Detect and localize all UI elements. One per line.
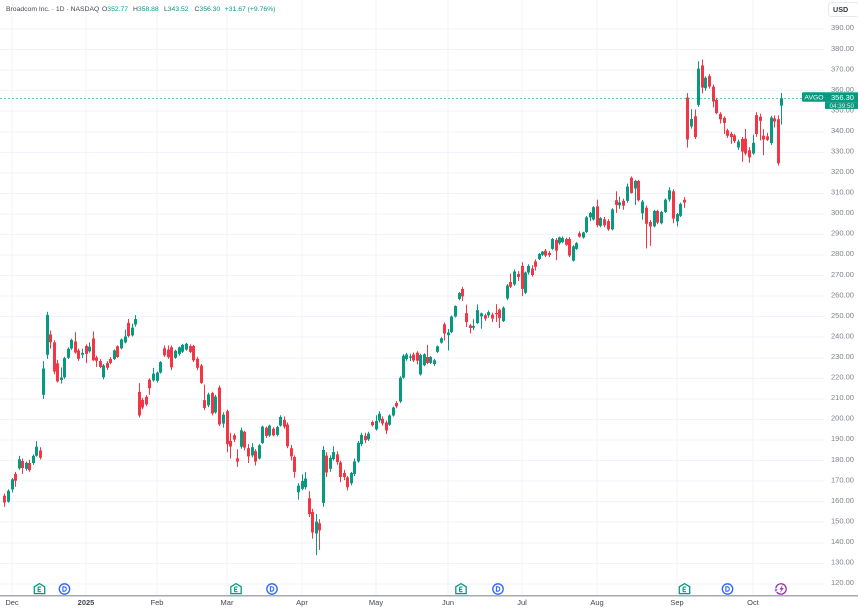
- svg-text:280.00: 280.00: [831, 249, 854, 258]
- svg-text:230.00: 230.00: [831, 352, 854, 361]
- svg-text:Jul: Jul: [517, 598, 527, 607]
- svg-text:Dec: Dec: [5, 598, 19, 607]
- svg-text:USD: USD: [833, 5, 848, 14]
- svg-text:210.00: 210.00: [831, 393, 854, 402]
- svg-text:Apr: Apr: [296, 598, 308, 607]
- svg-text:180.00: 180.00: [831, 455, 854, 464]
- svg-text:300.00: 300.00: [831, 208, 854, 217]
- svg-text:Oct: Oct: [747, 598, 760, 607]
- svg-text:270.00: 270.00: [831, 270, 854, 279]
- svg-text:330.00: 330.00: [831, 147, 854, 156]
- svg-text:May: May: [369, 598, 383, 607]
- svg-text:Feb: Feb: [151, 598, 164, 607]
- svg-text:260.00: 260.00: [831, 290, 854, 299]
- svg-text:170.00: 170.00: [831, 475, 854, 484]
- svg-text:220.00: 220.00: [831, 373, 854, 382]
- svg-text:310.00: 310.00: [831, 188, 854, 197]
- svg-text:250.00: 250.00: [831, 311, 854, 320]
- svg-text:Broadcom Inc. · 1D · NASDAQ: Broadcom Inc. · 1D · NASDAQ: [6, 6, 99, 13]
- svg-text:356.30: 356.30: [831, 93, 854, 102]
- svg-text:AVGO: AVGO: [804, 94, 823, 101]
- svg-text:350.00: 350.00: [831, 105, 854, 114]
- svg-text:Aug: Aug: [590, 598, 603, 607]
- svg-text:200.00: 200.00: [831, 414, 854, 423]
- svg-text:320.00: 320.00: [831, 167, 854, 176]
- svg-text:160.00: 160.00: [831, 496, 854, 505]
- svg-text:150.00: 150.00: [831, 516, 854, 525]
- svg-text:Jun: Jun: [442, 598, 454, 607]
- svg-text:370.00: 370.00: [831, 64, 854, 73]
- svg-text:2025: 2025: [78, 598, 95, 607]
- svg-text:140.00: 140.00: [831, 537, 854, 546]
- svg-text:240.00: 240.00: [831, 331, 854, 340]
- svg-text:04:39:50: 04:39:50: [830, 103, 855, 110]
- svg-text:340.00: 340.00: [831, 126, 854, 135]
- svg-text:190.00: 190.00: [831, 434, 854, 443]
- svg-text:380.00: 380.00: [831, 44, 854, 53]
- svg-text:390.00: 390.00: [831, 23, 854, 32]
- svg-text:360.00: 360.00: [831, 85, 854, 94]
- svg-text:130.00: 130.00: [831, 558, 854, 567]
- svg-text:Mar: Mar: [221, 598, 234, 607]
- svg-text:290.00: 290.00: [831, 229, 854, 238]
- svg-text:120.00: 120.00: [831, 578, 854, 587]
- svg-text:Sep: Sep: [670, 598, 683, 607]
